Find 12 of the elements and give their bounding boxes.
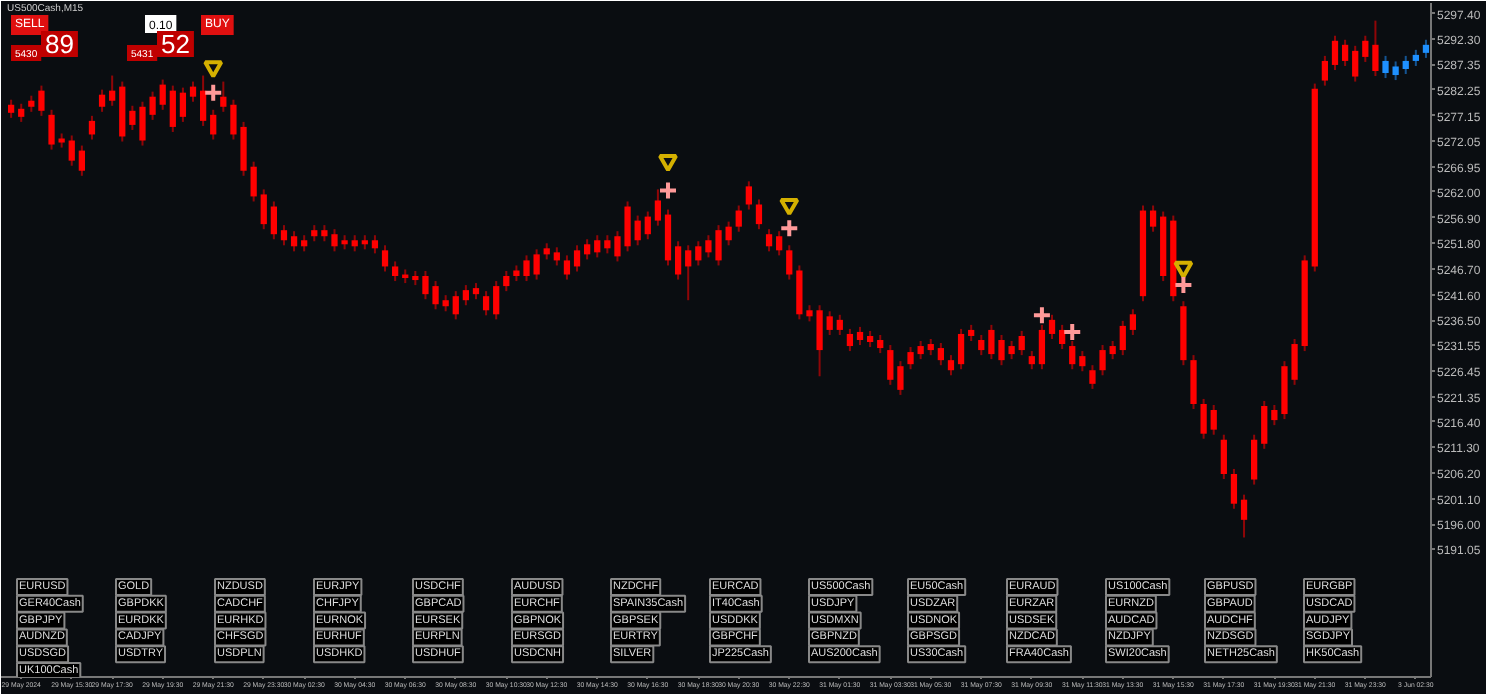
point: [1031, 305, 1052, 326]
point: [1062, 321, 1083, 342]
annotation: 89: [45, 29, 74, 59]
point: [203, 82, 224, 103]
point: [1173, 275, 1194, 296]
annotation: 52: [161, 29, 190, 59]
point: [779, 218, 800, 239]
point: [779, 197, 800, 216]
point: [1173, 260, 1194, 279]
point: [203, 60, 224, 79]
point: [658, 180, 678, 201]
point: [658, 154, 678, 172]
